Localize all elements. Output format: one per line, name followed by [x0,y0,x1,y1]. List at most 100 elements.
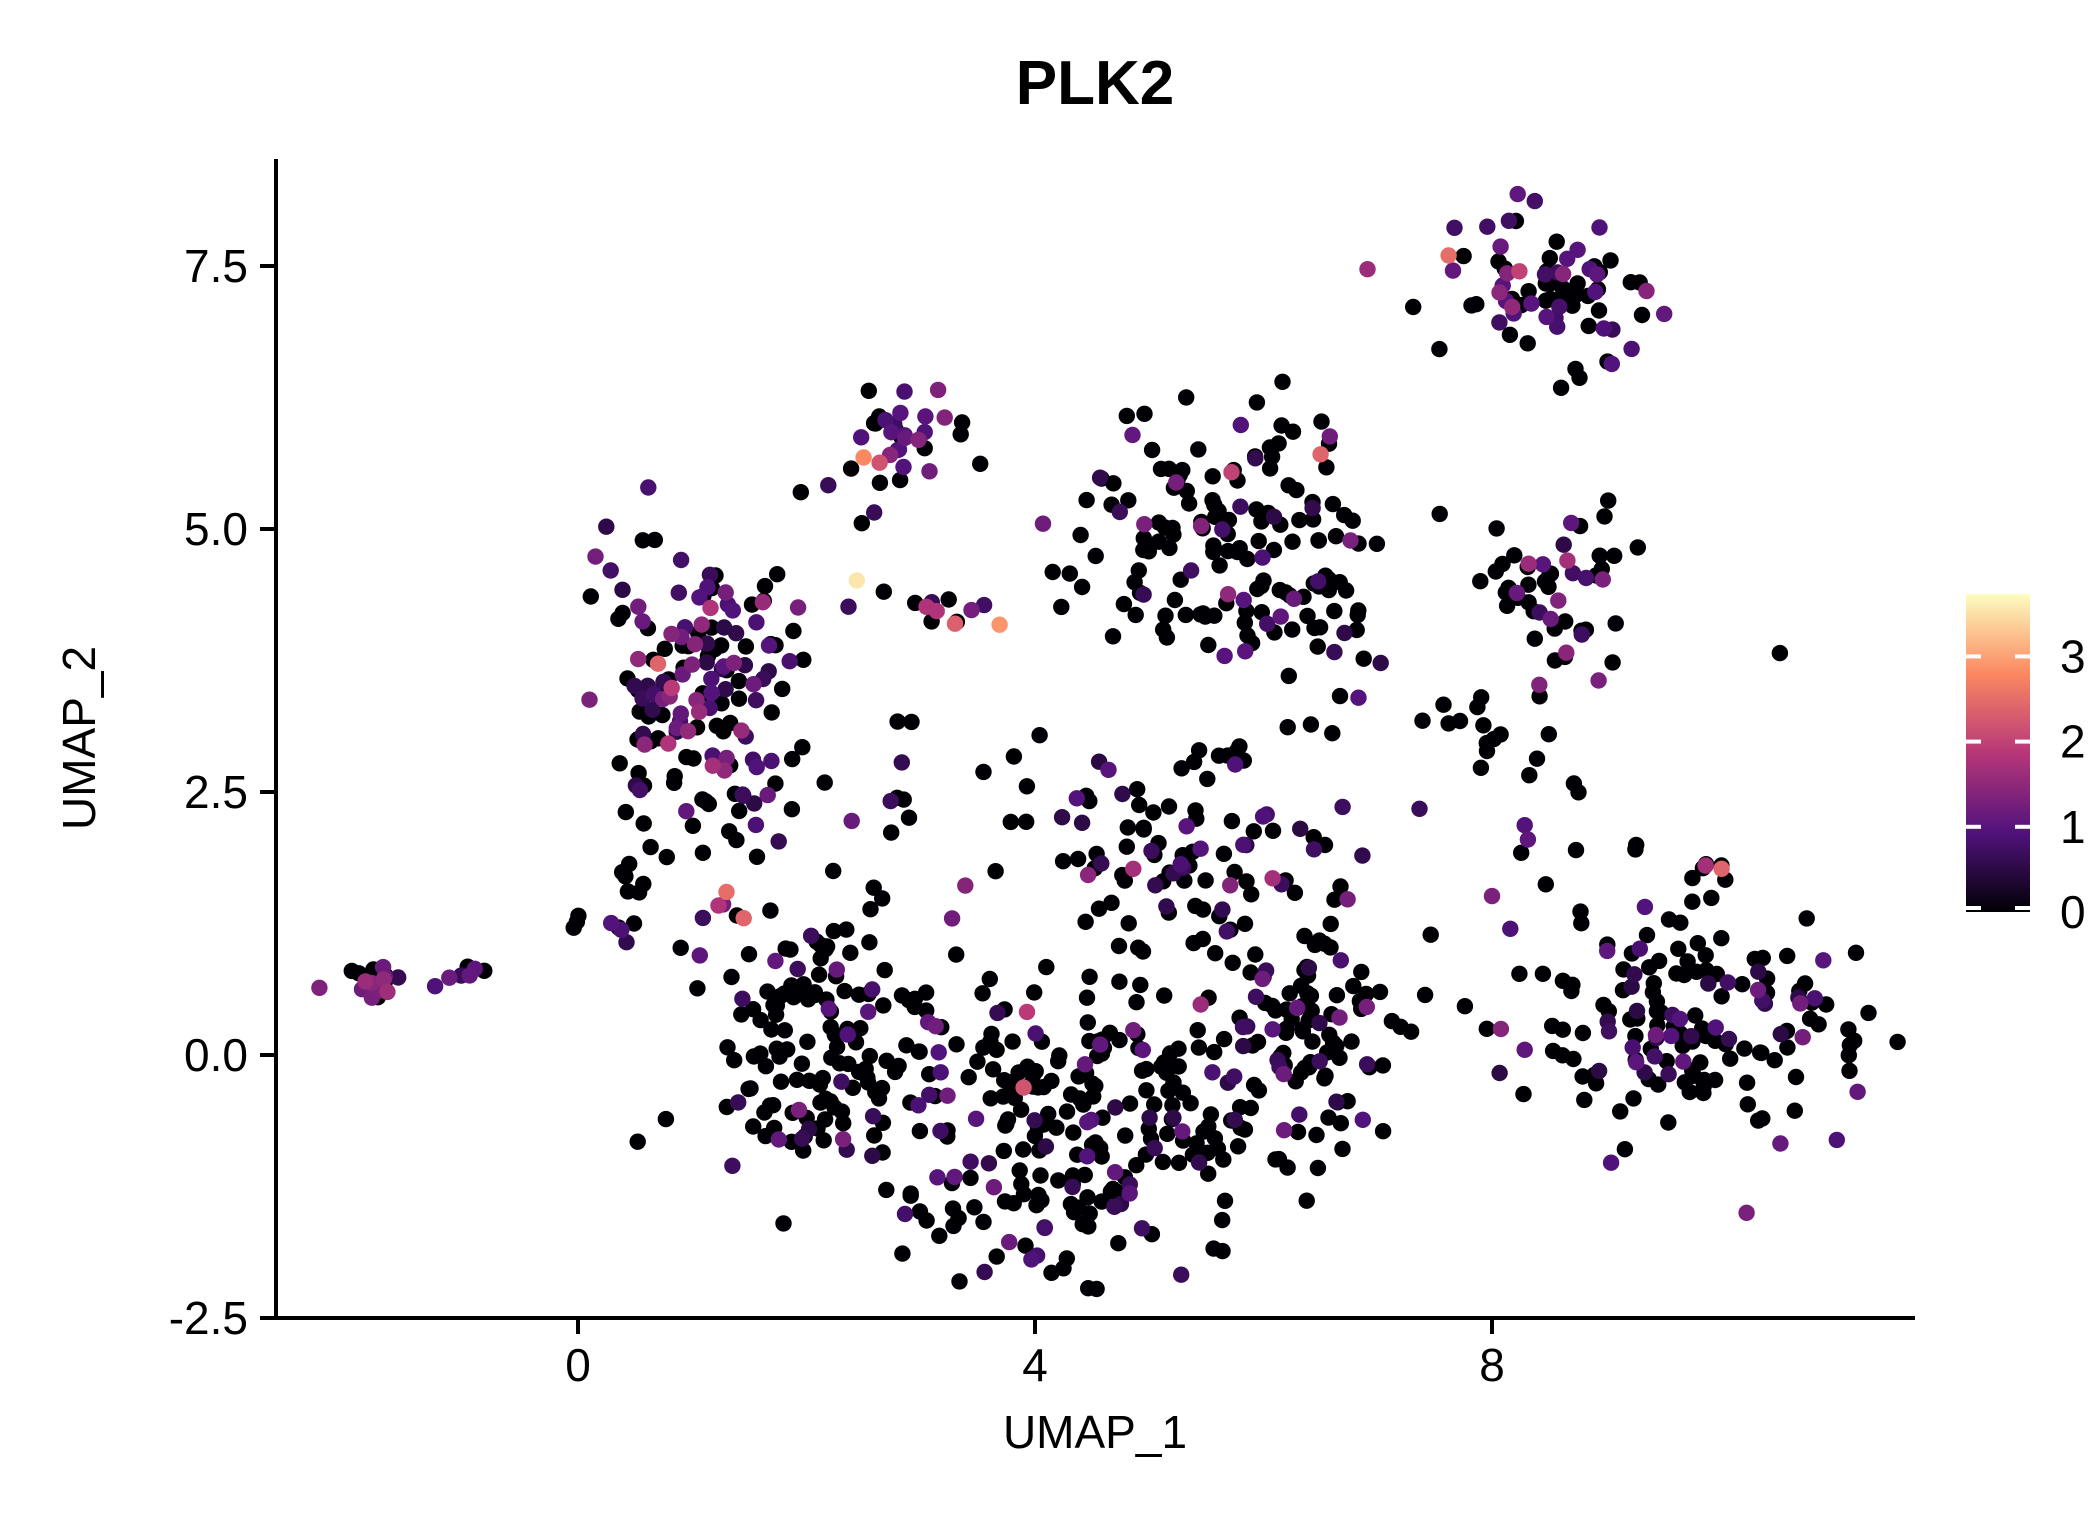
data-point [1446,219,1463,236]
data-point [1204,492,1221,509]
data-point [1079,1189,1096,1206]
data-point [1750,963,1767,980]
data-point [1289,1123,1307,1141]
data-point [717,584,734,601]
data-point [1219,586,1237,603]
data-point [626,677,643,695]
data-point [1511,965,1528,982]
data-point [1309,638,1326,655]
data-point [1591,547,1608,564]
data-point [742,1080,759,1097]
data-point [1479,218,1496,235]
data-point [1249,1033,1267,1051]
data-point [1602,1154,1620,1171]
data-point [1302,716,1320,733]
data-point [1111,503,1129,521]
data-point [1456,998,1474,1015]
data-point [1091,469,1109,486]
data-point [1015,1141,1032,1158]
data-point [1647,1026,1665,1044]
data-point [1625,1090,1642,1107]
data-point [670,584,687,601]
data-point [1551,298,1568,315]
data-point [1754,949,1772,967]
data-point [1158,898,1175,915]
data-point [684,817,702,834]
data-point [1683,1028,1700,1045]
data-point [1491,1064,1508,1082]
data-point [1468,296,1485,313]
data-point [836,982,853,1000]
data-point [1077,913,1094,930]
data-point [1600,492,1617,509]
data-point [1633,306,1651,324]
y-tick-label: -2.5 [169,1292,248,1344]
data-point [617,803,634,821]
data-point [621,855,638,873]
data-point [730,672,748,690]
data-point [1492,238,1509,255]
data-point [1119,819,1137,836]
scatter-points [311,185,1906,1298]
data-point [1291,511,1308,529]
data-point [737,638,755,655]
data-point [1174,1123,1191,1140]
data-point [1660,1066,1677,1083]
data-point [1243,886,1260,903]
data-point [390,969,407,986]
data-point [374,958,392,976]
data-point [871,454,888,471]
data-point [1204,1064,1221,1081]
data-point [816,774,833,791]
data-point [1158,1064,1175,1081]
data-point [1239,550,1256,568]
data-point [1516,817,1533,834]
data-point [1738,1204,1755,1222]
data-point [748,758,765,776]
data-point [1355,650,1372,667]
data-point [1288,481,1305,499]
data-point [1013,1175,1030,1193]
data-point [1053,598,1070,616]
data-point [820,477,837,494]
data-point [1305,841,1323,858]
data-point [723,968,740,986]
data-point [1516,1041,1533,1059]
data-point [976,1263,993,1281]
data-point [1090,900,1108,917]
data-point [1571,369,1588,386]
data-point [1190,1154,1208,1171]
data-point [1064,1178,1081,1196]
data-point [931,1227,948,1245]
data-point [1143,441,1161,459]
data-point [835,1115,852,1132]
data-point [1159,1125,1176,1143]
y-tick-label: 0.0 [184,1029,248,1081]
data-point [1158,629,1176,646]
data-point [1054,853,1072,870]
data-point [1235,1037,1252,1055]
data-point [1416,986,1434,1004]
data-point [883,824,900,841]
data-point [998,1115,1015,1133]
data-point [1595,996,1612,1014]
data-point [1079,1014,1097,1031]
data-point [1324,725,1341,742]
data-point [1043,1264,1060,1282]
data-point [1085,1088,1102,1105]
data-point [861,1047,878,1065]
data-point [820,1000,837,1017]
data-point [1034,515,1052,532]
data-point [1135,821,1152,838]
data-point [1374,1123,1392,1140]
data-point [747,816,765,834]
data-point [1226,1068,1243,1085]
data-point [611,755,628,772]
data-point [733,722,750,739]
data-point [1214,1242,1231,1260]
data-point [1076,1166,1094,1184]
data-point [1132,976,1149,994]
data-point [760,637,778,654]
data-point [1312,446,1329,463]
data-point [1720,1030,1738,1048]
